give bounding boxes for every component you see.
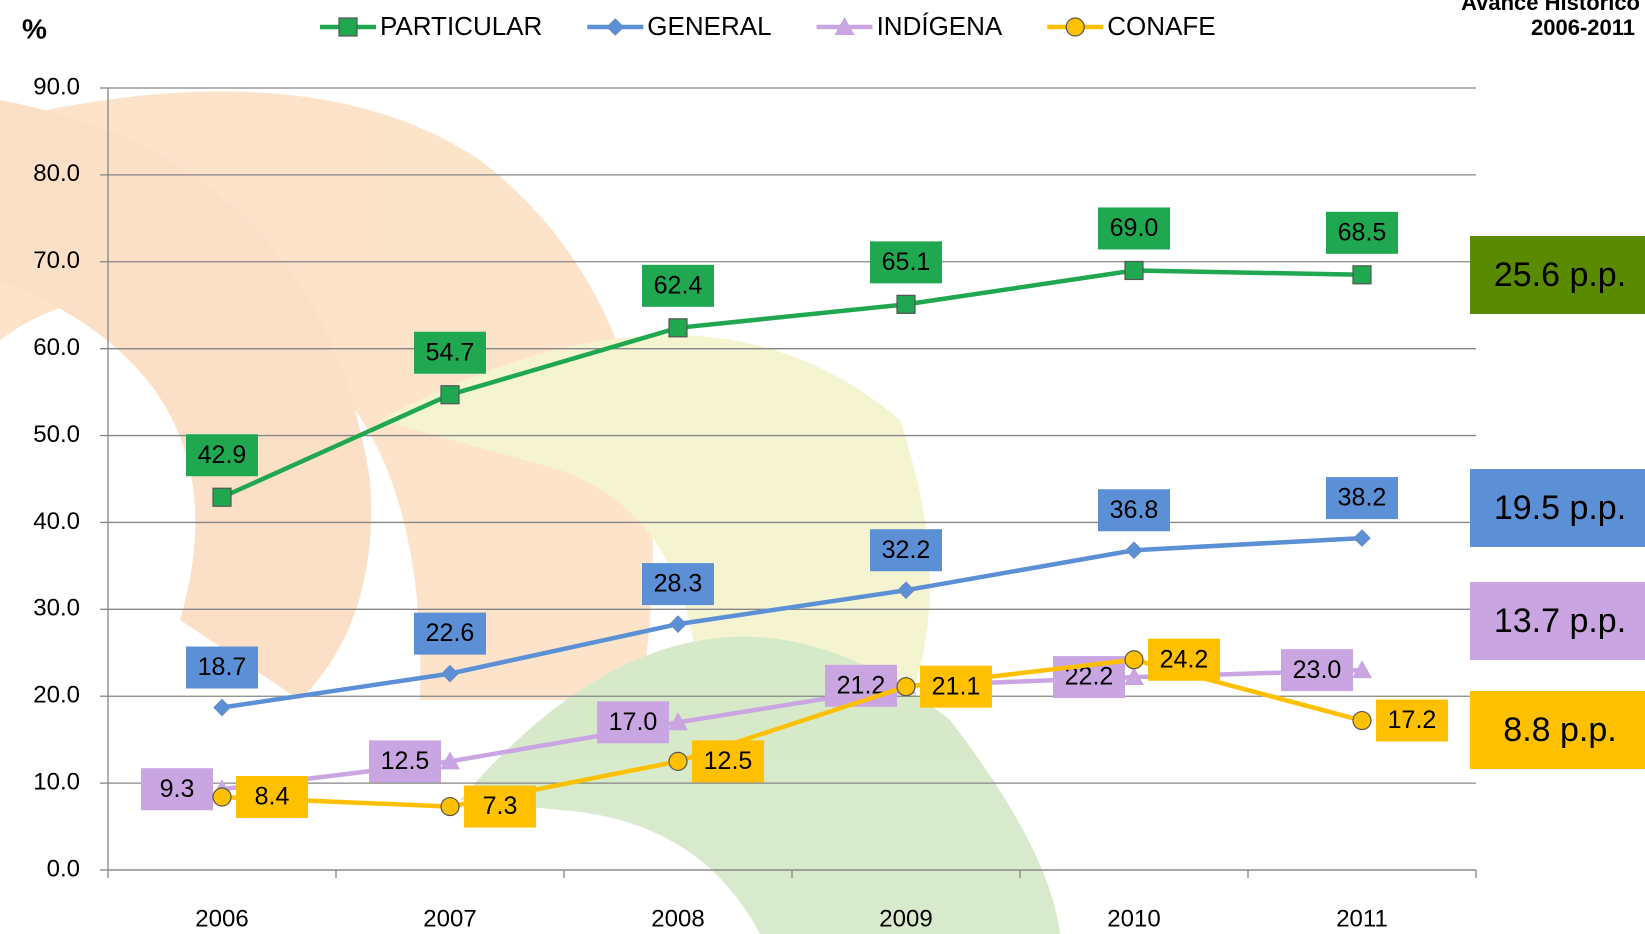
annotation: 8.8 p.p.: [1470, 691, 1645, 769]
marker: [1353, 266, 1371, 284]
marker: [607, 19, 623, 35]
value-label: 17.0: [609, 708, 658, 736]
y-tick-label: 70.0: [33, 247, 80, 274]
marker: [441, 798, 459, 816]
marker: [441, 386, 459, 404]
x-tick-label: 2007: [423, 905, 476, 932]
y-tick-label: 0.0: [47, 855, 80, 882]
x-tick-label: 2006: [195, 905, 248, 932]
legend-label: GENERAL: [647, 11, 771, 41]
marker: [669, 752, 687, 770]
value-label: 65.1: [882, 248, 931, 276]
y-tick-label: 10.0: [33, 768, 80, 795]
value-label: 62.4: [654, 271, 703, 299]
legend-item: INDÍGENA: [817, 11, 1003, 41]
annotation: 19.5 p.p.: [1470, 469, 1645, 547]
value-label: 24.2: [1160, 645, 1209, 673]
annotation-label: 8.8 p.p.: [1503, 711, 1616, 749]
marker: [213, 488, 231, 506]
y-tick-label: 20.0: [33, 682, 80, 709]
y-tick-label: 60.0: [33, 334, 80, 361]
value-label: 22.6: [426, 619, 475, 647]
marker: [214, 700, 230, 716]
y-tick-label: 50.0: [33, 421, 80, 448]
legend-item: CONAFE: [1047, 11, 1215, 41]
marker: [1066, 18, 1084, 36]
value-label: 32.2: [882, 536, 931, 564]
value-label: 9.3: [160, 775, 195, 803]
value-label: 54.7: [426, 338, 475, 366]
legend-item: GENERAL: [587, 11, 771, 41]
x-tick-label: 2008: [651, 905, 704, 932]
marker: [1126, 542, 1142, 558]
marker: [897, 678, 915, 696]
legend-item: PARTICULAR: [320, 11, 542, 41]
value-label: 12.5: [704, 747, 753, 775]
marker: [213, 788, 231, 806]
marker: [1354, 530, 1370, 546]
annotation: 25.6 p.p.: [1470, 236, 1645, 314]
marker: [1353, 712, 1371, 730]
chart-subtitle: 2006-2011: [1531, 15, 1635, 40]
legend-label: CONAFE: [1107, 11, 1215, 41]
value-label: 69.0: [1110, 214, 1159, 242]
value-label: 23.0: [1293, 656, 1342, 684]
marker: [339, 18, 357, 36]
marker: [1125, 651, 1143, 669]
value-label: 7.3: [483, 792, 518, 820]
y-tick-label: 30.0: [33, 595, 80, 622]
marker: [670, 616, 686, 632]
y-axis-label: %: [22, 13, 47, 44]
value-label: 42.9: [198, 441, 247, 469]
value-label: 21.1: [932, 672, 981, 700]
page: % Avance Histórico 2006-2011 0.0 10.0 20.0…: [0, 0, 1645, 934]
marker: [897, 295, 915, 313]
chart-title: Avance Histórico: [1461, 0, 1640, 15]
value-label: 12.5: [381, 747, 430, 775]
y-tick-label: 90.0: [33, 73, 80, 100]
value-label: 68.5: [1338, 218, 1387, 246]
x-tick-label: 2009: [879, 905, 932, 932]
chart: % Avance Histórico 2006-2011 0.0 10.0 20.0…: [0, 0, 1645, 934]
value-label: 8.4: [255, 783, 290, 811]
value-label: 17.2: [1388, 706, 1437, 734]
x-tick-label: 2010: [1107, 905, 1160, 932]
annotation-label: 25.6 p.p.: [1494, 256, 1626, 294]
value-label: 38.2: [1338, 484, 1387, 512]
y-tick-label: 80.0: [33, 160, 80, 187]
marker: [669, 319, 687, 337]
value-label: 18.7: [198, 653, 247, 681]
marker: [1125, 261, 1143, 279]
value-label: 36.8: [1110, 496, 1159, 524]
legend-label: PARTICULAR: [380, 11, 542, 41]
legend-label: INDÍGENA: [877, 11, 1003, 41]
annotation-label: 13.7 p.p.: [1494, 602, 1626, 640]
annotation: 13.7 p.p.: [1470, 582, 1645, 660]
annotation-label: 19.5 p.p.: [1494, 489, 1626, 527]
value-label: 28.3: [654, 570, 703, 598]
y-tick-label: 40.0: [33, 508, 80, 535]
x-tick-label: 2011: [1336, 905, 1388, 932]
